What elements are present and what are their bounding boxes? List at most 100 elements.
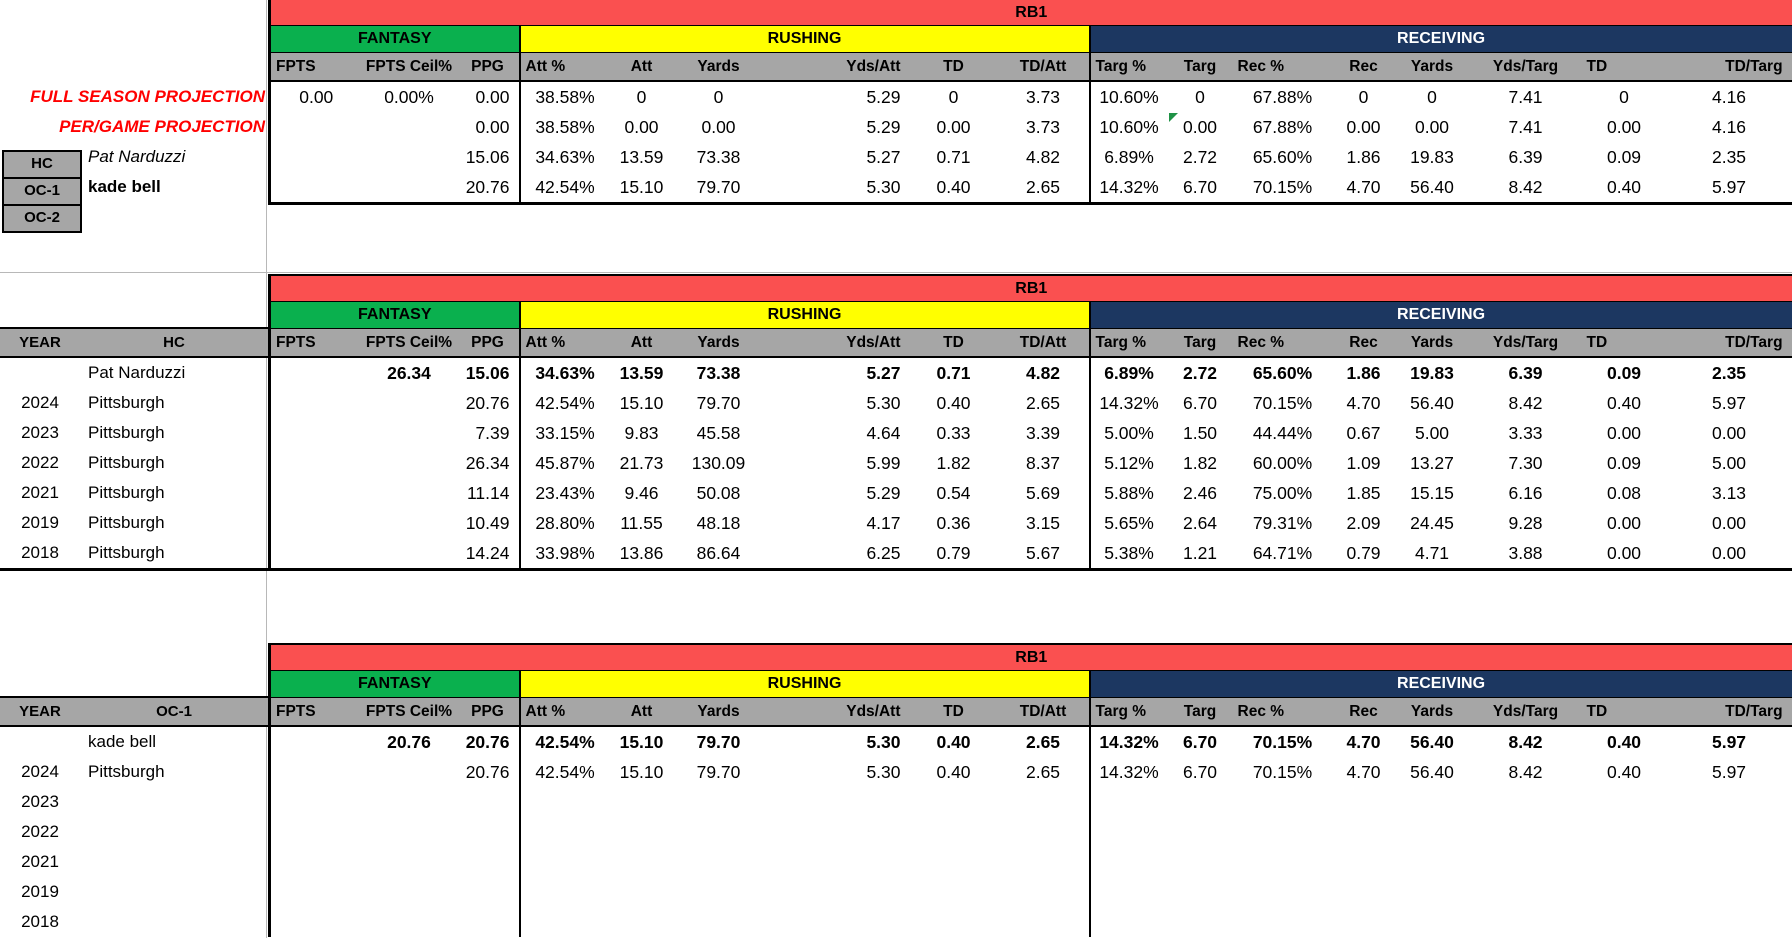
- cell[interactable]: [1333, 787, 1395, 817]
- cell[interactable]: [1667, 907, 1792, 937]
- cell[interactable]: 5.29: [866, 86, 901, 107]
- cell[interactable]: 28.80%: [518, 508, 610, 538]
- cell[interactable]: [362, 847, 457, 877]
- section-header-fantasy[interactable]: FANTASY: [269, 25, 520, 53]
- cell[interactable]: 4.70: [1346, 731, 1381, 752]
- cell[interactable]: [362, 172, 457, 204]
- cell[interactable]: 15.10: [619, 731, 664, 752]
- cell[interactable]: [910, 817, 998, 847]
- cell[interactable]: 7.41: [1508, 86, 1543, 107]
- cell[interactable]: [270, 357, 362, 388]
- cell[interactable]: [270, 757, 362, 787]
- position-banner[interactable]: RB1: [269, 644, 1792, 671]
- col-header-td[interactable]: TD: [1581, 52, 1667, 82]
- cell[interactable]: [270, 847, 362, 877]
- cell[interactable]: [1470, 847, 1582, 877]
- cell[interactable]: 5.29: [866, 116, 901, 137]
- cell[interactable]: [270, 478, 362, 508]
- cell[interactable]: 8.42: [1508, 731, 1543, 752]
- cell[interactable]: [1582, 817, 1667, 847]
- cell[interactable]: 20.76: [387, 731, 431, 752]
- cell[interactable]: [610, 847, 674, 877]
- cell[interactable]: [1582, 847, 1667, 877]
- cell[interactable]: [1233, 877, 1333, 907]
- cell[interactable]: 3.73: [1025, 86, 1061, 107]
- col-header-td[interactable]: TD: [1581, 697, 1667, 727]
- cell[interactable]: 56.40: [1410, 176, 1454, 197]
- cell[interactable]: [674, 787, 764, 817]
- col-header-fpts-ceil-[interactable]: FPTS Ceil%: [361, 697, 457, 727]
- cell[interactable]: [1582, 907, 1667, 937]
- col-header-att[interactable]: Att: [609, 328, 674, 358]
- cell[interactable]: 34.63%: [518, 357, 610, 388]
- cell[interactable]: 44.44%: [1252, 422, 1313, 443]
- cell[interactable]: 3.88: [1508, 542, 1543, 563]
- cell[interactable]: 6.16: [1508, 482, 1543, 503]
- cell[interactable]: 5.97: [1711, 731, 1747, 752]
- cell[interactable]: [610, 877, 674, 907]
- section-header-rushing[interactable]: RUSHING: [518, 25, 1090, 53]
- hc-column-header[interactable]: HC: [163, 334, 185, 351]
- cell[interactable]: 2.65: [1025, 761, 1061, 782]
- oc2-badge[interactable]: OC-2: [2, 204, 82, 233]
- cell[interactable]: [518, 847, 610, 877]
- cell[interactable]: 7.30: [1508, 452, 1543, 473]
- cell[interactable]: [362, 142, 457, 172]
- cell[interactable]: [610, 907, 674, 937]
- year-cell[interactable]: [0, 358, 80, 388]
- cell[interactable]: 6.25: [866, 542, 901, 563]
- cell[interactable]: [270, 418, 362, 448]
- cell[interactable]: 26.34: [387, 362, 431, 383]
- team-cell[interactable]: Pittsburgh: [88, 393, 165, 412]
- cell[interactable]: [998, 817, 1090, 847]
- cell[interactable]: 0.00: [299, 86, 334, 107]
- team-cell[interactable]: Pittsburgh: [88, 423, 165, 442]
- cell[interactable]: 0.00%: [384, 86, 434, 107]
- cell[interactable]: [362, 448, 457, 478]
- cell[interactable]: 79.70: [696, 176, 741, 197]
- cell[interactable]: [1395, 847, 1470, 877]
- cell[interactable]: [518, 787, 610, 817]
- team-cell[interactable]: Pittsburgh: [88, 762, 165, 781]
- cell[interactable]: 5.30: [866, 176, 901, 197]
- cell[interactable]: 1.21: [1182, 542, 1218, 563]
- cell[interactable]: [270, 538, 362, 570]
- cell[interactable]: 3.39: [1025, 422, 1061, 443]
- cell[interactable]: 0.54: [936, 482, 971, 503]
- team-cell[interactable]: kade bell: [88, 732, 157, 751]
- col-header-rec[interactable]: Rec: [1332, 697, 1395, 727]
- position-banner[interactable]: RB1: [269, 275, 1792, 302]
- cell[interactable]: 8.42: [1508, 392, 1543, 413]
- cell[interactable]: [910, 787, 998, 817]
- cell[interactable]: 19.83: [1410, 362, 1454, 383]
- cell[interactable]: 70.15%: [1252, 761, 1313, 782]
- cell[interactable]: [362, 757, 457, 787]
- cell[interactable]: 75.00%: [1252, 482, 1313, 503]
- cell[interactable]: 70.15%: [1252, 176, 1313, 197]
- cell[interactable]: [270, 726, 362, 757]
- cell[interactable]: 86.64: [696, 542, 741, 563]
- cell[interactable]: [998, 877, 1090, 907]
- cell[interactable]: 21.73: [619, 452, 664, 473]
- cell[interactable]: [610, 787, 674, 817]
- cell[interactable]: 3.13: [1711, 482, 1747, 503]
- cell[interactable]: [998, 907, 1090, 937]
- section-header-rushing[interactable]: RUSHING: [518, 670, 1090, 698]
- cell[interactable]: 19.83: [1410, 146, 1454, 167]
- oc1-badge[interactable]: OC-1: [2, 177, 82, 206]
- col-header-targ[interactable]: Targ: [1167, 328, 1233, 358]
- cell[interactable]: 67.88%: [1252, 86, 1313, 107]
- cell[interactable]: [1395, 817, 1470, 847]
- cell[interactable]: [270, 817, 362, 847]
- col-header-yards[interactable]: Yards: [673, 328, 764, 358]
- cell[interactable]: [1470, 817, 1582, 847]
- cell[interactable]: 0.00: [475, 86, 510, 107]
- cell[interactable]: 130.09: [691, 452, 746, 473]
- cell[interactable]: 42.54%: [518, 172, 610, 204]
- cell[interactable]: [674, 847, 764, 877]
- cell[interactable]: 60.00%: [1252, 452, 1313, 473]
- cell[interactable]: [1395, 787, 1470, 817]
- cell[interactable]: 5.88%: [1088, 478, 1168, 508]
- cell[interactable]: 0.00: [624, 116, 659, 137]
- col-header-att-[interactable]: Att %: [518, 328, 610, 358]
